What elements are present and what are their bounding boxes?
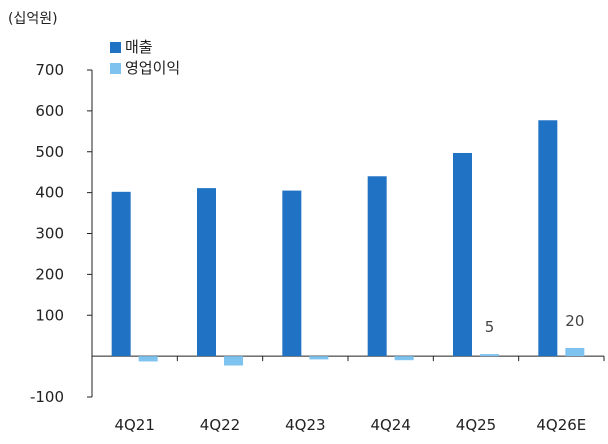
bar-operating-profit-4q22 [224,356,243,366]
bar-operating-profit-4q26e [565,347,585,357]
bar-operating-profit-4q23 [309,356,329,360]
bar-revenue-4q25 [453,152,472,357]
bars [111,120,585,366]
legend-swatch [110,42,121,53]
y-tick-label: 300 [35,225,64,243]
y-tick-label: 500 [35,143,64,161]
bar-revenue-4q21 [111,191,131,357]
x-tick-label: 4Q24 [370,416,410,434]
y-tick-label: 700 [35,61,64,79]
unit-label: (십억원) [8,11,58,27]
legend-label: 매출 [125,38,153,56]
bar-revenue-4q26e [538,120,558,357]
y-tick-label: 600 [35,102,64,120]
x-tick-label: 4Q21 [114,416,154,434]
legend-label: 영업이익 [125,59,180,77]
x-axis: 4Q21 4Q22 4Q23 4Q24 4Q25 4Q26E [91,355,605,434]
y-tick-label: 200 [35,265,64,283]
x-tick-label: 4Q22 [200,416,240,434]
bar-operating-profit-4q21 [138,356,158,362]
bar-operating-profit-4q24 [394,356,414,361]
x-tick-label: 4Q26E [536,416,586,434]
y-tick-label: 100 [35,306,64,324]
x-tick-label: 4Q23 [285,416,325,434]
data-label: 5 [485,318,495,336]
y-tick-label: -100 [30,388,64,406]
y-axis: -100 100 200 300 400 500 600 700 [30,61,93,406]
legend-swatch [110,63,121,74]
bar-revenue-4q23 [282,190,302,357]
bar-revenue-4q22 [197,188,216,357]
bar-operating-profit-4q25 [480,354,499,357]
data-labels: 5 20 [485,312,585,336]
data-label: 20 [565,312,584,330]
bar-revenue-4q24 [367,176,387,357]
x-tick-label: 4Q25 [456,416,496,434]
y-tick-label: 400 [35,184,64,202]
